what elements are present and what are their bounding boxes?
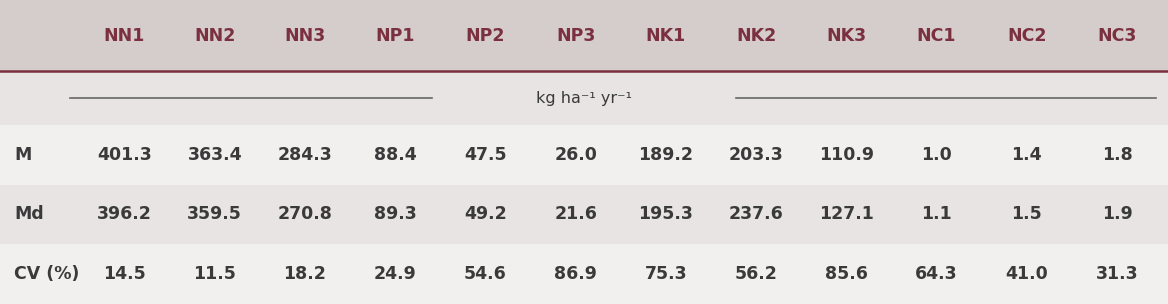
Text: 396.2: 396.2 [97,206,152,223]
Text: NP1: NP1 [375,27,415,45]
FancyBboxPatch shape [0,185,1168,244]
Text: 363.4: 363.4 [187,146,242,164]
Text: 31.3: 31.3 [1096,265,1139,283]
Text: 1.5: 1.5 [1011,206,1042,223]
Text: 1.8: 1.8 [1101,146,1133,164]
Text: 1.4: 1.4 [1011,146,1042,164]
Text: NK2: NK2 [736,27,777,45]
Text: NN1: NN1 [104,27,145,45]
Text: 203.3: 203.3 [729,146,784,164]
Text: NP3: NP3 [556,27,596,45]
Text: 21.6: 21.6 [555,206,597,223]
Text: 11.5: 11.5 [194,265,236,283]
Text: 127.1: 127.1 [819,206,874,223]
Text: 26.0: 26.0 [555,146,597,164]
Text: kg ha⁻¹ yr⁻¹: kg ha⁻¹ yr⁻¹ [536,91,632,105]
Text: 237.6: 237.6 [729,206,784,223]
Text: CV (%): CV (%) [14,265,79,283]
Text: NK1: NK1 [646,27,686,45]
FancyBboxPatch shape [0,71,1168,125]
Text: NN3: NN3 [284,27,326,45]
Text: 85.6: 85.6 [825,265,868,283]
Text: 47.5: 47.5 [464,146,507,164]
Text: 49.2: 49.2 [464,206,507,223]
Text: 401.3: 401.3 [97,146,152,164]
Text: 56.2: 56.2 [735,265,778,283]
Text: NC1: NC1 [917,27,957,45]
Text: 86.9: 86.9 [555,265,597,283]
Text: 24.9: 24.9 [374,265,417,283]
Text: Md: Md [14,206,43,223]
Text: NC3: NC3 [1098,27,1136,45]
Text: 195.3: 195.3 [639,206,694,223]
Text: 270.8: 270.8 [278,206,333,223]
FancyBboxPatch shape [0,0,1168,71]
Text: 189.2: 189.2 [639,146,694,164]
Text: 41.0: 41.0 [1006,265,1048,283]
FancyBboxPatch shape [0,244,1168,304]
Text: 284.3: 284.3 [278,146,333,164]
Text: 1.1: 1.1 [922,206,952,223]
Text: 359.5: 359.5 [187,206,242,223]
Text: 88.4: 88.4 [374,146,417,164]
Text: 110.9: 110.9 [819,146,874,164]
Text: NP2: NP2 [466,27,506,45]
Text: NC2: NC2 [1007,27,1047,45]
Text: 75.3: 75.3 [645,265,687,283]
Text: 1.0: 1.0 [922,146,952,164]
Text: 64.3: 64.3 [916,265,958,283]
Text: 1.9: 1.9 [1101,206,1133,223]
Text: NN2: NN2 [194,27,236,45]
Text: 89.3: 89.3 [374,206,417,223]
Text: 54.6: 54.6 [464,265,507,283]
Text: NK3: NK3 [826,27,867,45]
Text: M: M [14,146,32,164]
Text: 14.5: 14.5 [103,265,146,283]
Text: 18.2: 18.2 [284,265,326,283]
FancyBboxPatch shape [0,125,1168,185]
